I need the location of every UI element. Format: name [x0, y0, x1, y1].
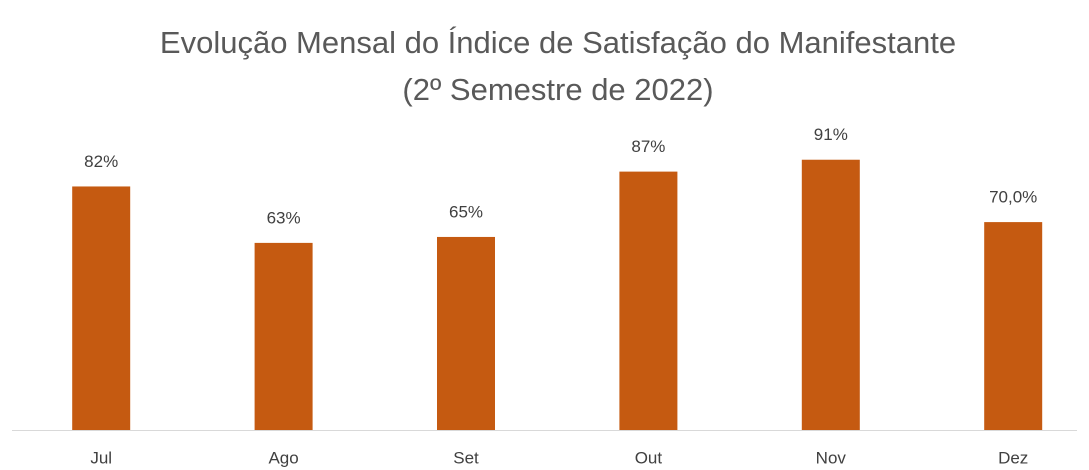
data-label: 65%	[449, 202, 483, 221]
x-tick-label: Dez	[998, 448, 1028, 467]
data-label: 87%	[631, 137, 665, 156]
chart-title: Evolução Mensal do Índice de Satisfação …	[160, 25, 956, 60]
data-label: 70,0%	[989, 188, 1037, 207]
bar	[72, 186, 131, 430]
bar	[984, 222, 1043, 430]
data-label: 63%	[267, 208, 301, 227]
data-label: 82%	[84, 152, 118, 171]
bar	[619, 171, 678, 431]
data-label: 91%	[814, 125, 848, 144]
bar	[437, 236, 495, 430]
chart-subtitle: (2º Semestre de 2022)	[402, 72, 713, 107]
bar	[801, 159, 860, 431]
x-tick-label: Set	[453, 448, 479, 467]
x-tick-label: Out	[635, 448, 663, 467]
x-tick-label: Jul	[90, 448, 112, 467]
x-tick-label: Nov	[816, 448, 847, 467]
x-tick-label: Ago	[268, 448, 298, 467]
bar	[254, 242, 313, 430]
